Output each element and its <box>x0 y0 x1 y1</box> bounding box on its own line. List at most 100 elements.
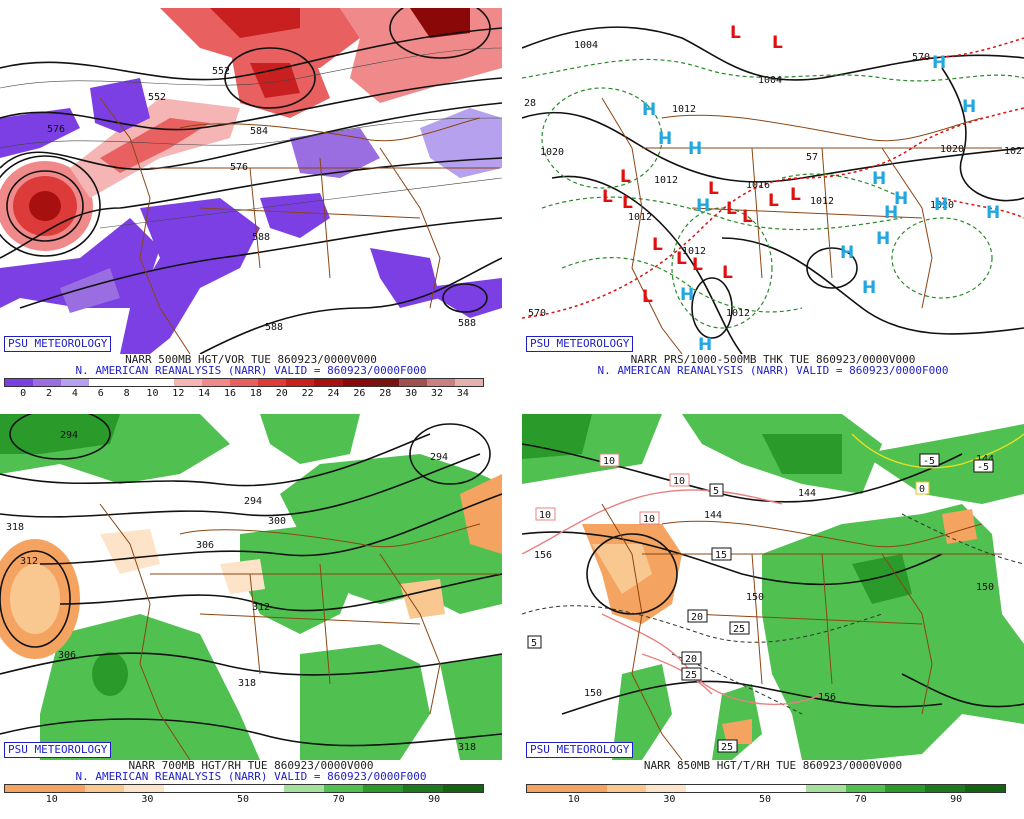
contour-label: 150 <box>584 688 602 699</box>
high-pressure-symbol: H <box>688 139 702 159</box>
scale-tick-label: 0 <box>20 388 27 399</box>
scale-tick-label: 70 <box>854 794 867 805</box>
contour-label: 576 <box>230 162 248 173</box>
temperature-label: 10 <box>539 510 551 521</box>
low-pressure-symbol: L <box>772 33 783 53</box>
isobar-label: 1016 <box>746 180 770 191</box>
contour-label: 294 <box>60 430 78 441</box>
scale-swatch <box>686 785 727 792</box>
contour-label: 150 <box>976 582 994 593</box>
isobar-label: 1012 <box>726 308 750 319</box>
color-scale-bar <box>4 784 484 793</box>
isobar-label: 1012 <box>654 175 678 186</box>
scale-swatch <box>230 379 259 386</box>
isobar-label: 1012 <box>810 196 834 207</box>
scale-swatch <box>403 785 444 792</box>
temperature-label-box <box>527 635 542 649</box>
panel-500mb-hgt-vor: 552 576 552 584 576 588 588 588 PSU METE… <box>0 8 502 412</box>
scale-swatch <box>204 785 244 792</box>
scale-swatch <box>527 785 567 792</box>
scale-swatch <box>5 379 34 386</box>
scale-swatch <box>646 785 687 792</box>
contour-label: 584 <box>250 126 268 137</box>
scale-tick-label: 16 <box>224 388 237 399</box>
psu-meteorology-badge: PSU METEOROLOGY <box>4 336 112 352</box>
temperature-label-box <box>639 511 660 525</box>
map-850mb-temp-rh: 144 144 144 150 150 156 156 150 10101010… <box>522 414 1024 760</box>
scale-swatch <box>726 785 766 792</box>
scale-tick-label: 24 <box>327 388 340 399</box>
scale-swatch <box>117 379 146 386</box>
high-pressure-symbol: H <box>680 285 694 305</box>
temperature-label-box <box>535 507 556 521</box>
high-pressure-symbol: H <box>932 53 946 73</box>
contour-label: 156 <box>534 550 552 561</box>
scale-tick-label: 14 <box>198 388 211 399</box>
panel-850mb-hgt-t-rh: 144 144 144 150 150 156 156 150 10101010… <box>522 414 1024 818</box>
scale-swatch <box>61 379 90 386</box>
scale-swatch <box>426 379 455 386</box>
temperature-label-box <box>915 481 930 495</box>
temperature-label: 20 <box>691 612 703 623</box>
contour-label: 318 <box>6 522 24 533</box>
temperature-label: 5 <box>531 638 537 649</box>
temperature-label-box <box>709 483 724 497</box>
scale-tick-label: 30 <box>405 388 418 399</box>
psu-meteorology-badge: PSU METEOROLOGY <box>526 742 634 758</box>
scale-swatch <box>314 379 343 386</box>
contour-label: 588 <box>252 232 270 243</box>
psu-meteorology-badge: PSU METEOROLOGY <box>4 742 112 758</box>
temperature-label: 10 <box>673 476 685 487</box>
scale-swatch <box>566 785 607 792</box>
scale-tick-label: 18 <box>249 388 262 399</box>
scale-swatch <box>370 379 399 386</box>
temperature-label-box <box>687 609 708 623</box>
psu-meteorology-badge: PSU METEOROLOGY <box>526 336 634 352</box>
temperature-label: -5 <box>977 462 989 473</box>
isobar-label: 1012 <box>682 246 706 257</box>
temperature-label-box <box>729 621 750 635</box>
temperature-label: 10 <box>603 456 615 467</box>
temperature-label: 15 <box>715 550 727 561</box>
contour-label: 306 <box>196 540 214 551</box>
low-pressure-symbol: L <box>692 255 703 275</box>
high-pressure-symbol: H <box>986 203 1000 223</box>
temperature-label-box <box>717 739 738 753</box>
temperature-label-box <box>681 667 702 681</box>
low-pressure-symbol: L <box>722 263 733 283</box>
scale-tick-label: 6 <box>97 388 104 399</box>
high-pressure-symbol: H <box>884 203 898 223</box>
contour-label: 294 <box>244 496 262 507</box>
scale-swatch <box>805 785 846 792</box>
scale-swatch <box>145 379 174 386</box>
isobar-label: 1020 <box>540 147 564 158</box>
isobar-label: 1012 <box>672 104 696 115</box>
temperature-label: -5 <box>923 456 935 467</box>
low-pressure-symbol: L <box>768 191 779 211</box>
temperature-label-box <box>681 651 702 665</box>
high-pressure-symbol: H <box>894 189 908 209</box>
temperature-label: 25 <box>685 670 697 681</box>
map-700mb-relative-humidity: 294 294 294 300 306 318 312 312 306 318 … <box>0 414 502 760</box>
low-pressure-symbol: L <box>622 193 633 213</box>
scale-tick-label: 8 <box>123 388 130 399</box>
isobar-label: 102 <box>1004 146 1022 157</box>
low-pressure-symbol: L <box>730 23 741 43</box>
scale-swatch <box>243 785 284 792</box>
contour-label: 150 <box>746 592 764 603</box>
contour-label: 294 <box>430 452 448 463</box>
low-pressure-symbol: L <box>708 179 719 199</box>
contour-label: 576 <box>47 124 65 135</box>
panel-subtitle: N. AMERICAN REANALYSIS (NARR) VALID = 86… <box>75 770 427 783</box>
low-pressure-symbol: L <box>642 287 653 307</box>
color-scale-bar <box>4 378 484 387</box>
temperature-label-box <box>599 453 620 467</box>
temperature-label: 25 <box>721 742 733 753</box>
low-pressure-symbol: L <box>602 187 613 207</box>
high-pressure-symbol: H <box>962 97 976 117</box>
scale-tick-label: 26 <box>353 388 366 399</box>
isobar-label: 1020 <box>930 200 954 211</box>
scale-tick-label: 50 <box>758 794 772 805</box>
scale-swatch <box>443 785 483 792</box>
temperature-labels: 10 10 10 10 5 15 20 20 25 25 25 5 -5 0 -5 <box>527 453 994 753</box>
